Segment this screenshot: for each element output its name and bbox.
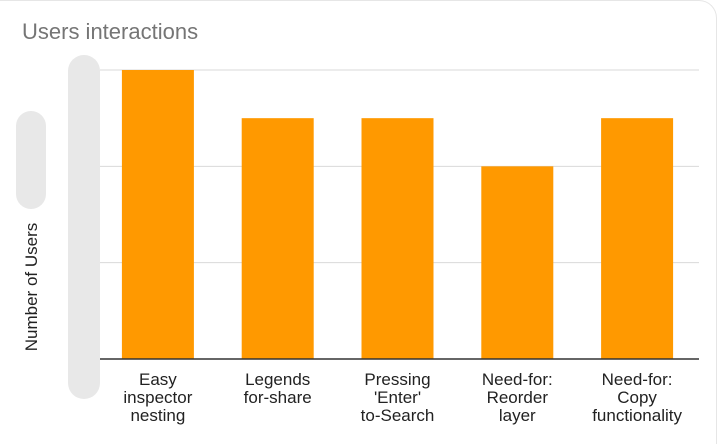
bar-1 bbox=[241, 118, 314, 360]
x-tick-label-4: Need-for: Copy functionality bbox=[592, 370, 682, 425]
x-tick-label-2: Pressing 'Enter' to-Search bbox=[360, 370, 435, 425]
x-tick-label-1: Legends for-share bbox=[243, 370, 312, 407]
x-tick-label-3: Need-for: Reorder layer bbox=[481, 370, 553, 425]
bar-0 bbox=[121, 70, 194, 359]
redacted-y-tick-area bbox=[68, 55, 100, 399]
chart-title: Users interactions bbox=[22, 19, 199, 44]
bar-3 bbox=[481, 166, 554, 359]
bar-4 bbox=[601, 118, 674, 360]
bar-2 bbox=[361, 118, 434, 360]
redacted-label-area bbox=[16, 111, 46, 209]
x-tick-label-0: Easy inspector nesting bbox=[123, 370, 193, 425]
